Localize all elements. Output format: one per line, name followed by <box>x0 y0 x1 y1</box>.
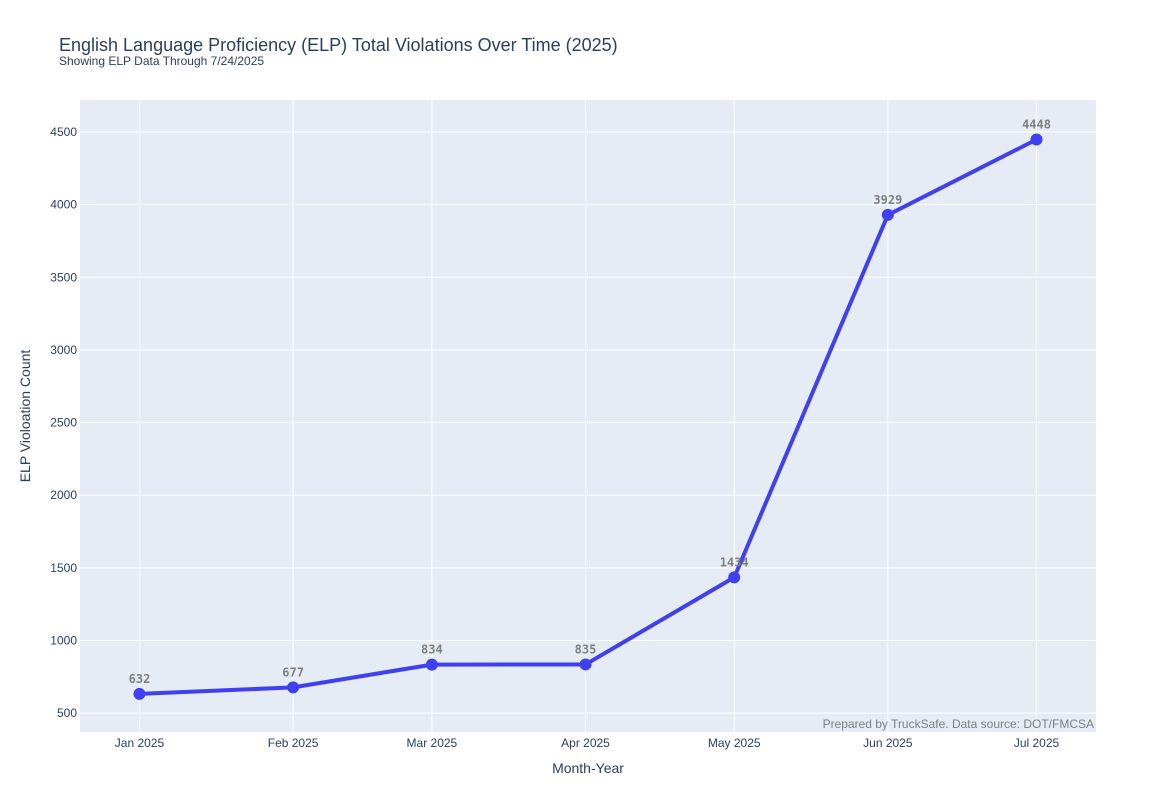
y-tick-label: 4500 <box>50 125 77 139</box>
x-tick-label: Jan 2025 <box>115 736 165 750</box>
y-tick-label: 2500 <box>50 416 77 430</box>
y-tick-label: 500 <box>57 706 77 720</box>
data-label: 632 <box>129 672 151 686</box>
x-axis-title: Month-Year <box>552 760 624 776</box>
source-annotation: Prepared by TruckSafe. Data source: DOT/… <box>823 717 1094 731</box>
y-tick-label: 1000 <box>50 633 77 647</box>
data-label: 1434 <box>720 555 749 569</box>
y-axis-title: ELP Violoation Count <box>17 350 33 483</box>
data-point <box>728 571 741 584</box>
y-tick-label: 3000 <box>50 343 77 357</box>
y-tick-label: 4000 <box>50 198 77 212</box>
x-tick-label: May 2025 <box>708 736 761 750</box>
data-point <box>133 687 146 700</box>
x-tick-label: Jun 2025 <box>863 736 913 750</box>
y-tick-label: 3500 <box>50 270 77 284</box>
x-tick-label: Apr 2025 <box>561 736 610 750</box>
data-label: 677 <box>282 665 304 679</box>
y-tick-label: 1500 <box>50 561 77 575</box>
data-label: 835 <box>575 642 597 656</box>
series-layer <box>133 133 1043 700</box>
plot-background <box>80 100 1096 732</box>
x-tick-label: Feb 2025 <box>268 736 319 750</box>
x-tick-label: Mar 2025 <box>407 736 458 750</box>
data-label: 834 <box>421 643 443 657</box>
data-point <box>425 658 438 671</box>
x-tick-label: Jul 2025 <box>1014 736 1060 750</box>
data-point <box>1030 133 1043 146</box>
chart-title: English Language Proficiency (ELP) Total… <box>59 35 618 55</box>
data-label: 4448 <box>1022 118 1051 132</box>
tick-layer: 500 1000 1500 2000 2500 3000 3500 4000 4500 Jan 2… <box>50 125 1059 750</box>
y-tick-label: 2000 <box>50 488 77 502</box>
data-point <box>881 208 894 221</box>
grid-layer <box>80 100 1096 732</box>
chart-subtitle: Showing ELP Data Through 7/24/2025 <box>59 54 264 68</box>
label-layer: 632 677 834 835 1434 3929 4448 <box>129 118 1051 686</box>
data-point <box>579 658 592 671</box>
data-label: 3929 <box>873 193 902 207</box>
data-point <box>287 681 300 694</box>
